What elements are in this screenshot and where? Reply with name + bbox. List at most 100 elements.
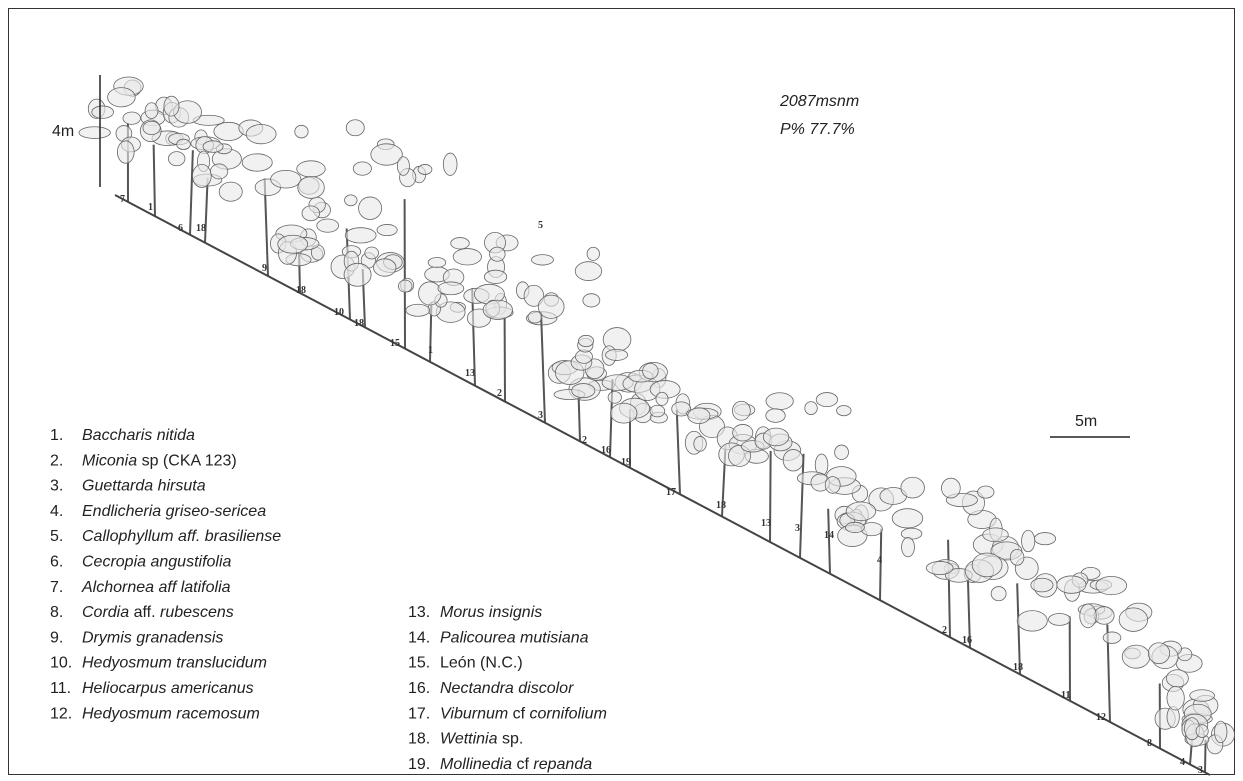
tree-label: 18 (296, 285, 306, 296)
crown (765, 392, 794, 411)
tree-label: 3 (795, 523, 800, 534)
legend-name: Hedyosmum racemosum (82, 705, 260, 722)
legend-number: 19. (408, 756, 430, 773)
crown (1009, 548, 1025, 566)
crown (405, 303, 431, 317)
legend-name-part: Callophyllum aff. brasiliense (82, 528, 281, 545)
tree-label: 13 (465, 368, 475, 379)
slope (114, 194, 1211, 776)
crown (900, 527, 923, 540)
legend-name: Palicourea mutisiana (440, 629, 589, 646)
crown (982, 527, 1009, 543)
crown (671, 401, 692, 417)
crown (804, 401, 818, 415)
legend-name: Guettarda hirsuta (82, 478, 206, 495)
legend-name-part: Palicourea mutisiana (440, 629, 589, 646)
crown (901, 537, 915, 558)
crown (1016, 610, 1048, 632)
trunk (879, 528, 883, 601)
legend-name-part: Hedyosmum translucidum (82, 655, 267, 672)
legend-name-part: Endlicheria griseo-sericea (82, 503, 266, 520)
percent: P% 77.7% (780, 121, 855, 138)
crown (1030, 577, 1054, 593)
crown (437, 281, 465, 296)
crown (732, 400, 751, 421)
legend-number: 3. (50, 478, 63, 495)
crown (91, 105, 114, 119)
tree-label: 17 (666, 487, 676, 498)
crown (642, 362, 659, 380)
legend-name-part: Hedyosmum racemosum (82, 705, 260, 722)
legend-number: 5. (50, 528, 63, 545)
crown (1021, 529, 1036, 553)
crown (732, 424, 754, 442)
legend-name-part: aff. (129, 604, 160, 621)
crown (900, 476, 925, 499)
tree-label: 4 (1180, 757, 1185, 768)
legend-name: Alchornea aff latifolia (81, 579, 231, 596)
tree-label: 18 (196, 223, 206, 234)
crown (891, 508, 924, 529)
legend-name-part: Alchornea aff latifolia (81, 579, 231, 596)
crown (218, 181, 243, 202)
crown (352, 161, 372, 176)
legend-name-part: Viburnum (440, 705, 508, 722)
horizontal-scale: 5m (1075, 413, 1097, 430)
trunk (966, 569, 971, 648)
crown (192, 164, 212, 188)
tree-label: 3 (1198, 765, 1203, 776)
crown (1166, 669, 1189, 688)
legend-name-part: Miconia (82, 452, 137, 469)
crown (343, 262, 372, 287)
trunk (827, 508, 831, 574)
crown (1048, 613, 1071, 626)
tree-label: 6 (178, 223, 183, 234)
legend-name-part: repanda (533, 756, 592, 773)
crown (241, 153, 273, 172)
legend-number: 1. (50, 427, 63, 444)
tree-label: 16 (962, 635, 972, 646)
crown (1102, 631, 1122, 644)
crown (1095, 576, 1128, 596)
frame (8, 8, 1235, 775)
legend-name: Viburnum cf cornifolium (440, 705, 607, 722)
crown (107, 87, 136, 108)
legend-number: 2. (50, 452, 63, 469)
crown (607, 391, 622, 404)
crown (1033, 532, 1057, 546)
legend-name-part: Guettarda hirsuta (82, 478, 206, 495)
trunk (540, 312, 546, 423)
crown (1093, 606, 1115, 625)
crown (925, 561, 954, 575)
crown (370, 143, 403, 166)
crown (845, 521, 865, 533)
crown (527, 310, 543, 324)
crown (122, 111, 141, 125)
tree-label: 2 (582, 435, 587, 446)
tree-label: 19 (621, 457, 631, 468)
crown (537, 294, 565, 319)
crown (578, 334, 595, 348)
legend-name: Cordia aff. rubescens (82, 604, 234, 621)
crown (523, 284, 545, 307)
crown (163, 95, 180, 117)
legend-name: Hedyosmum translucidum (82, 655, 267, 672)
crown (345, 119, 365, 137)
tree-label: 12 (1096, 712, 1106, 723)
trunk (152, 144, 156, 217)
crown (344, 194, 358, 207)
legend-name-part: cf (508, 705, 529, 722)
crown (605, 348, 629, 361)
legend-name-part: rubescens (160, 604, 234, 621)
trunk (769, 450, 772, 542)
crown (344, 227, 377, 244)
crown (297, 176, 325, 199)
crown (574, 261, 603, 281)
trees (78, 76, 1235, 773)
trunk (204, 177, 209, 243)
crown (531, 254, 554, 266)
crown (1147, 642, 1171, 665)
crown (1056, 575, 1087, 594)
tree-label: 18 (1013, 662, 1023, 673)
crown (824, 476, 841, 494)
